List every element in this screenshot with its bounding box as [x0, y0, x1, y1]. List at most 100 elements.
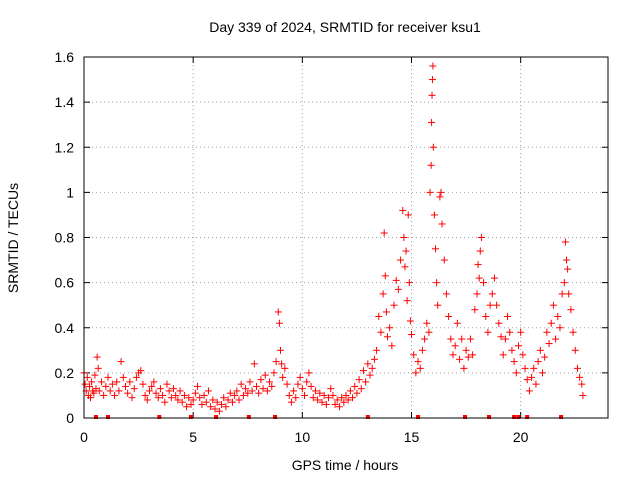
- data-point: [471, 306, 479, 314]
- data-point: [388, 342, 396, 350]
- data-point: [274, 308, 282, 316]
- data-point: [353, 389, 361, 397]
- data-point: [104, 373, 112, 381]
- data-point: [410, 351, 418, 359]
- y-tick-label: 1.6: [55, 49, 75, 65]
- data-point: [414, 358, 422, 366]
- data-point: [88, 378, 96, 386]
- data-point: [364, 360, 372, 368]
- data-point: [560, 279, 568, 287]
- data-point: [250, 360, 258, 368]
- plot-frame: [83, 56, 609, 419]
- rug-mark: [94, 415, 99, 419]
- chart-title: Day 339 of 2024, SRMTID for receiver ksu…: [209, 19, 481, 35]
- data-point: [121, 382, 129, 390]
- data-point: [113, 378, 121, 386]
- data-point: [185, 394, 193, 402]
- data-point: [159, 391, 167, 399]
- data-point: [547, 319, 555, 327]
- data-point: [270, 369, 278, 377]
- data-point: [248, 387, 256, 395]
- x-tick-label: 15: [404, 429, 420, 445]
- data-point: [97, 378, 105, 386]
- data-point: [309, 394, 317, 402]
- data-point: [437, 188, 445, 196]
- data-point: [137, 367, 145, 375]
- data-point: [466, 335, 474, 343]
- data-point: [469, 351, 477, 359]
- data-point: [418, 346, 426, 354]
- data-point: [532, 380, 540, 388]
- data-point: [178, 398, 186, 406]
- data-point: [150, 378, 158, 386]
- data-point: [242, 385, 250, 393]
- data-point: [146, 387, 153, 395]
- data-point: [497, 333, 505, 341]
- data-point: [368, 364, 376, 372]
- data-point: [335, 403, 343, 411]
- data-point: [482, 312, 490, 320]
- rug-mark: [214, 415, 219, 419]
- data-point: [403, 297, 411, 305]
- data-point: [543, 328, 551, 336]
- data-point: [176, 387, 184, 395]
- data-point: [501, 335, 509, 343]
- data-point: [429, 143, 437, 151]
- data-point: [100, 391, 108, 399]
- data-point: [331, 400, 339, 408]
- data-point: [311, 387, 319, 395]
- data-point: [573, 364, 581, 372]
- data-point: [556, 324, 564, 332]
- data-point: [231, 391, 239, 399]
- data-point: [408, 331, 415, 339]
- data-point: [549, 301, 557, 309]
- data-point: [404, 211, 412, 219]
- data-point: [567, 306, 575, 314]
- rug-mark: [365, 415, 370, 419]
- data-point: [279, 373, 287, 381]
- data-point: [456, 355, 464, 363]
- data-point: [428, 76, 436, 84]
- data-point: [189, 396, 197, 404]
- data-point: [239, 391, 247, 399]
- data-point: [379, 290, 387, 298]
- x-axis-label: GPS time / hours: [292, 457, 399, 473]
- data-point: [416, 364, 424, 372]
- data-point: [412, 369, 420, 377]
- data-point: [224, 396, 232, 404]
- data-point: [405, 279, 413, 287]
- data-point: [382, 308, 390, 316]
- data-point: [561, 238, 569, 246]
- data-point: [383, 333, 391, 341]
- data-point: [349, 394, 357, 402]
- data-point: [519, 351, 527, 359]
- data-point: [346, 387, 354, 395]
- data-point: [141, 391, 149, 399]
- data-point: [226, 389, 234, 397]
- data-point: [255, 389, 263, 397]
- data-point: [237, 380, 245, 388]
- data-point: [161, 398, 169, 406]
- data-point: [90, 389, 98, 397]
- data-point: [117, 358, 125, 366]
- data-point: [539, 369, 546, 377]
- x-tick-label: 10: [295, 429, 311, 445]
- data-point: [202, 398, 210, 406]
- y-tick-label: 1: [66, 184, 74, 200]
- data-point: [283, 380, 291, 388]
- data-point: [536, 346, 544, 354]
- data-point: [453, 319, 461, 327]
- data-point: [433, 279, 441, 287]
- rug-mark: [525, 415, 530, 419]
- rug-mark: [157, 415, 162, 419]
- data-point: [434, 301, 442, 309]
- data-point: [495, 319, 503, 327]
- data-point: [139, 380, 147, 388]
- rug-mark: [416, 415, 421, 419]
- data-point: [154, 394, 162, 402]
- data-point: [340, 398, 348, 406]
- data-point: [281, 364, 289, 372]
- data-point: [316, 389, 324, 397]
- data-point: [106, 387, 114, 395]
